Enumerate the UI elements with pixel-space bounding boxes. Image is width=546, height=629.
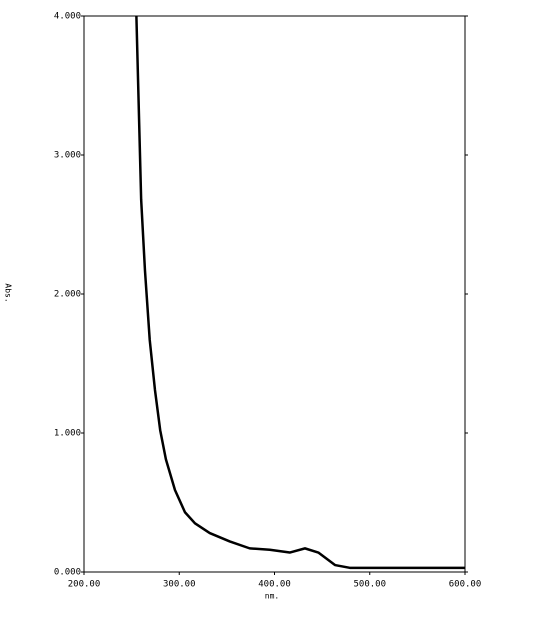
- y-tick-label: 2.000: [54, 290, 81, 300]
- x-tick-label: 500.00: [353, 580, 386, 590]
- y-axis-label: Abs.: [4, 283, 13, 302]
- y-tick-label: 4.000: [54, 12, 81, 22]
- y-tick-label: 3.000: [54, 151, 81, 161]
- x-tick-label: 200.00: [68, 580, 101, 590]
- plot-frame: [83, 15, 466, 573]
- y-tick-label: 1.000: [54, 429, 81, 439]
- x-tick-label: 600.00: [449, 580, 482, 590]
- y-tick-label: 0.000: [54, 568, 81, 578]
- x-axis-label: nm.: [265, 592, 279, 601]
- x-tick-label: 300.00: [163, 580, 196, 590]
- x-tick-label: 400.00: [258, 580, 291, 590]
- spectrum-line: [135, 16, 465, 570]
